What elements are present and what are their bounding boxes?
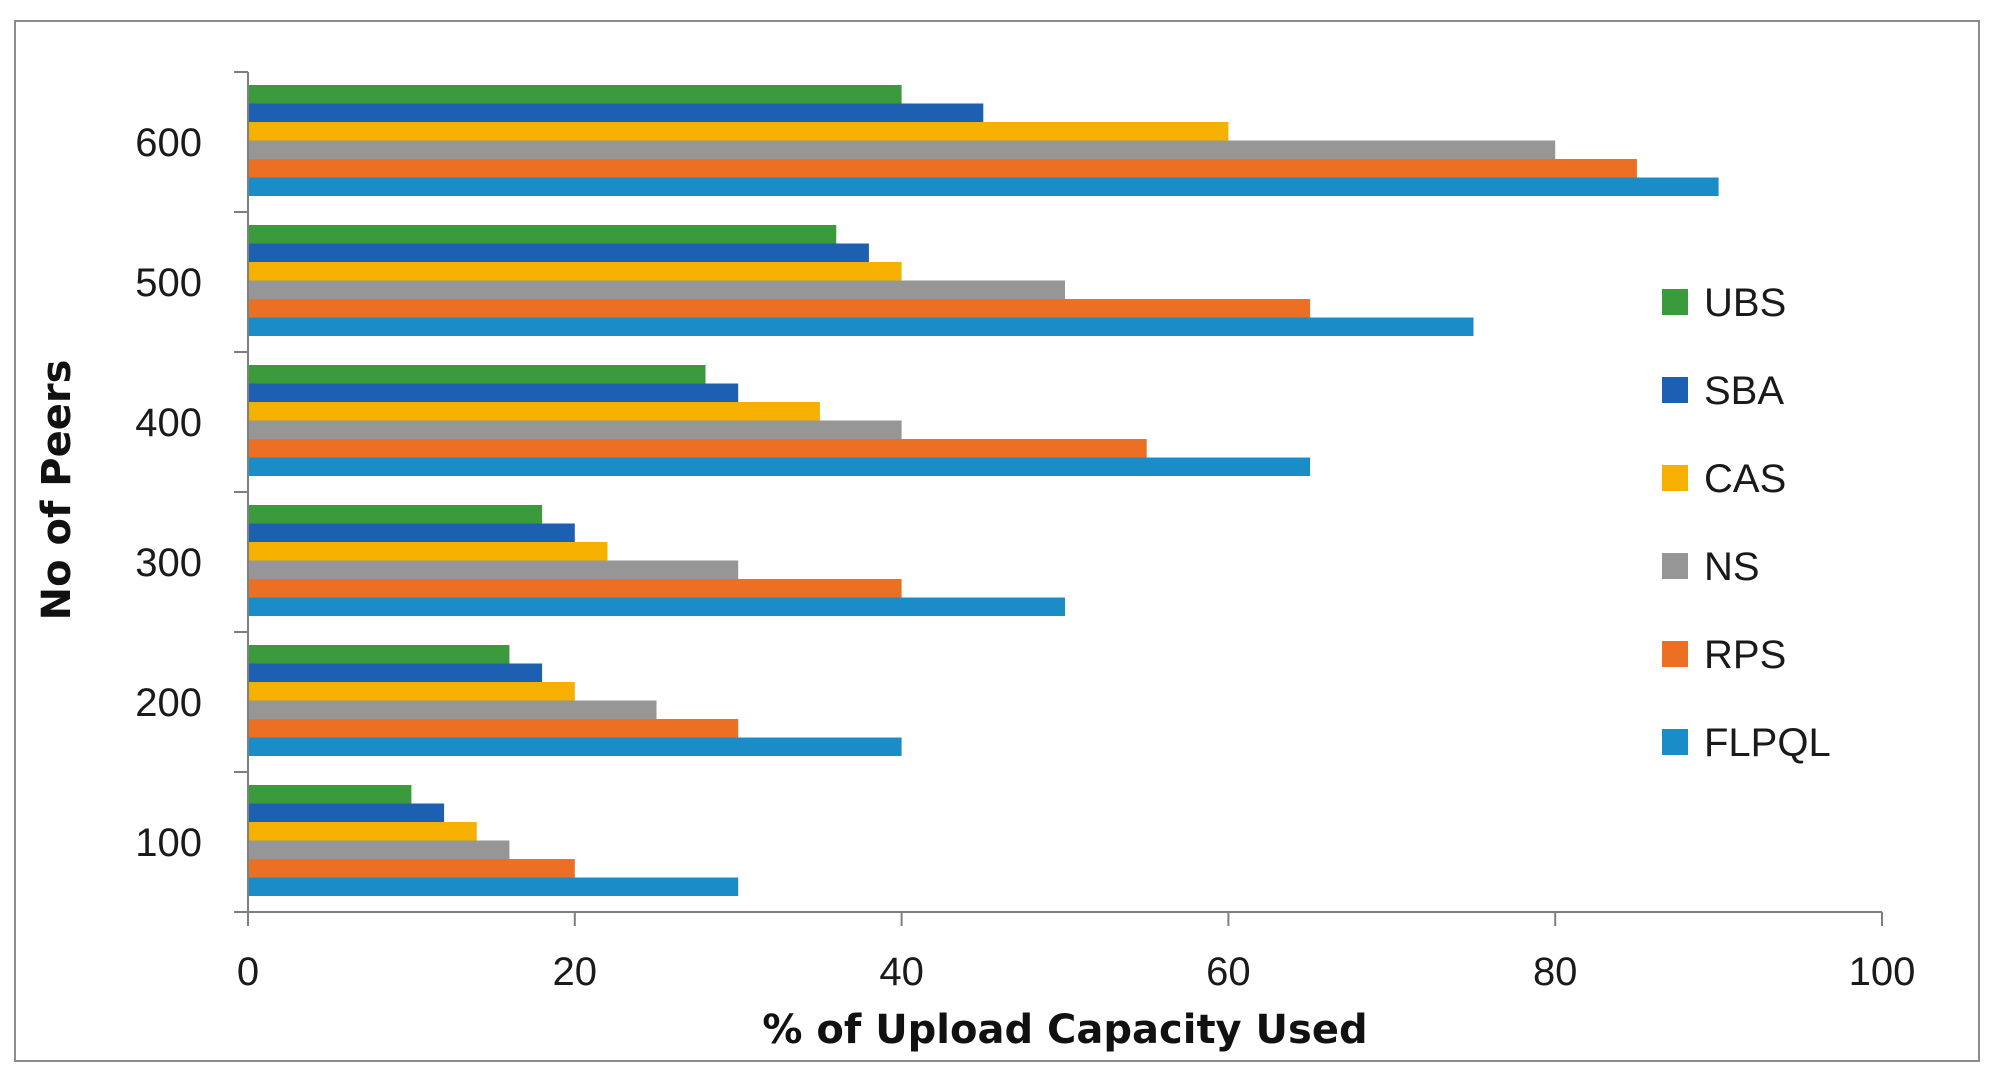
- y-tick-label: 600: [135, 121, 202, 165]
- x-tick-label: 40: [879, 950, 924, 994]
- bar-cas-400: [248, 402, 820, 421]
- bar-flpql-100: [248, 877, 739, 896]
- bar-cas-200: [248, 682, 575, 701]
- legend-label-cas: CAS: [1704, 457, 1786, 501]
- bar-rps-300: [248, 579, 902, 598]
- bar-rps-100: [248, 859, 575, 878]
- bar-ubs-600: [248, 85, 902, 104]
- bar-flpql-600: [248, 177, 1719, 196]
- x-tick-label: 0: [237, 950, 259, 994]
- legend-swatch-flpql: [1662, 729, 1688, 755]
- bar-rps-400: [248, 439, 1147, 458]
- y-tick-label: 500: [135, 261, 202, 305]
- bar-flpql-500: [248, 317, 1474, 336]
- bar-ns-300: [248, 560, 739, 579]
- legend-swatch-ns: [1662, 553, 1688, 579]
- bar-ns-100: [248, 840, 510, 859]
- bar-ns-400: [248, 420, 902, 439]
- bar-sba-100: [248, 803, 445, 822]
- bar-sba-200: [248, 663, 543, 682]
- bar-ns-600: [248, 140, 1556, 159]
- legend-swatch-ubs: [1662, 289, 1688, 315]
- bar-ubs-500: [248, 225, 837, 244]
- bar-sba-300: [248, 523, 575, 542]
- bar-cas-500: [248, 262, 902, 281]
- y-tick-label: 100: [135, 821, 202, 865]
- legend-swatch-rps: [1662, 641, 1688, 667]
- bar-rps-200: [248, 719, 739, 738]
- x-tick-label: 60: [1206, 950, 1251, 994]
- bar-cas-100: [248, 822, 477, 841]
- legend-swatch-cas: [1662, 465, 1688, 491]
- bar-ubs-200: [248, 645, 510, 664]
- bar-flpql-200: [248, 737, 902, 756]
- y-tick-label: 300: [135, 541, 202, 585]
- bar-cas-600: [248, 122, 1229, 141]
- y-tick-label: 400: [135, 401, 202, 445]
- bar-ns-500: [248, 280, 1065, 299]
- bar-ubs-100: [248, 785, 412, 804]
- legend-label-ubs: UBS: [1704, 281, 1786, 325]
- x-tick-label: 80: [1533, 950, 1578, 994]
- legend-label-ns: NS: [1704, 545, 1760, 589]
- y-tick-label: 200: [135, 681, 202, 725]
- bar-flpql-400: [248, 457, 1311, 476]
- y-axis-title: No of Peers: [34, 360, 80, 621]
- bar-ubs-300: [248, 505, 543, 524]
- bar-rps-500: [248, 299, 1311, 318]
- bar-cas-300: [248, 542, 608, 561]
- bar-sba-500: [248, 243, 869, 262]
- bar-flpql-300: [248, 597, 1065, 616]
- bar-ubs-400: [248, 365, 706, 384]
- bar-rps-600: [248, 159, 1637, 178]
- bar-sba-600: [248, 103, 984, 122]
- legend-label-rps: RPS: [1704, 633, 1786, 677]
- x-axis-title: % of Upload Capacity Used: [762, 1007, 1367, 1053]
- x-tick-label: 100: [1849, 950, 1916, 994]
- legend-swatch-sba: [1662, 377, 1688, 403]
- legend-label-flpql: FLPQL: [1704, 721, 1831, 765]
- bar-ns-200: [248, 700, 657, 719]
- legend-label-sba: SBA: [1704, 369, 1784, 413]
- bar-sba-400: [248, 383, 739, 402]
- x-tick-label: 20: [553, 950, 598, 994]
